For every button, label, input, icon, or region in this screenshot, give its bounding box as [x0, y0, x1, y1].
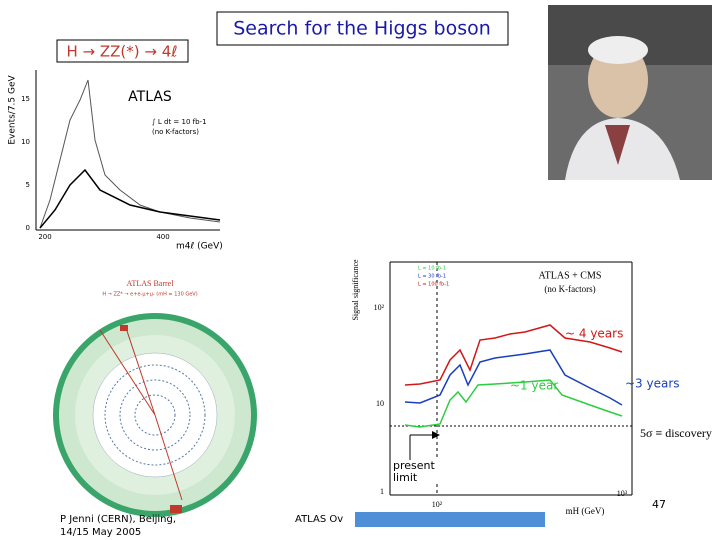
y-tick-label: 1: [380, 487, 384, 496]
page-number: 47: [652, 498, 666, 511]
y-tick-label: 0: [26, 224, 30, 232]
process-label: H → ZZ(*) → 4ℓ: [67, 43, 178, 61]
process-box: [56, 39, 189, 63]
experiment-label: ATLAS: [128, 89, 172, 105]
annotation: 5σ ≡ discovery: [640, 426, 712, 440]
annotation: ~3 years: [625, 377, 680, 391]
legend-entry: L = 10 fb-1: [418, 266, 446, 272]
y-axis-label: Signal significance: [351, 259, 360, 321]
x-tick-label: 10³: [617, 489, 628, 498]
event-display-image: [53, 313, 257, 517]
y-tick-label: 15: [21, 95, 30, 103]
footer-author: P Jenni (CERN), Beijing,: [60, 514, 176, 525]
lumi-label: ∫ L dt = 10 fb-1: [152, 118, 207, 126]
photo: [548, 5, 712, 180]
x-tick-label: 200: [38, 233, 51, 241]
significance-image: [355, 261, 633, 527]
y-axis-label: Events/7.5 GeV: [8, 74, 18, 144]
x-tick-label: 400: [156, 233, 169, 241]
event-subtitle: H → ZZ* → e+e-μ+μ- (mH = 130 GeV): [102, 292, 197, 298]
note-label: (no K-factors): [544, 284, 595, 294]
x-axis-label: mH (GeV): [566, 506, 605, 516]
annotation-box: present limit: [393, 460, 438, 484]
annotation: ~ 4 years: [565, 327, 623, 341]
y-tick-label: 10²: [374, 303, 385, 312]
annotation: present limit: [393, 460, 438, 484]
title-box: [216, 11, 509, 46]
y-tick-label: 10: [376, 399, 384, 408]
annotation: ~1 year: [510, 379, 558, 393]
event-title: ATLAS Barrel: [127, 279, 175, 288]
legend-entry: L = 30 fb-1: [418, 274, 446, 280]
histogram-image: [35, 70, 221, 231]
x-axis-label: m4ℓ (GeV): [176, 242, 223, 252]
experiment-label: ATLAS + CMS: [539, 270, 602, 281]
footer-date: 14/15 May 2005: [60, 527, 141, 538]
x-tick-label: 10²: [432, 500, 443, 509]
footer-event: ATLAS Ov: [295, 514, 343, 525]
y-tick-label: 10: [21, 138, 30, 146]
legend-entry: L = 100 fb-1: [418, 282, 449, 288]
note-label: (no K-factors): [152, 128, 199, 136]
y-tick-label: 5: [26, 181, 30, 189]
title: Search for the Higgs boson: [233, 18, 491, 40]
